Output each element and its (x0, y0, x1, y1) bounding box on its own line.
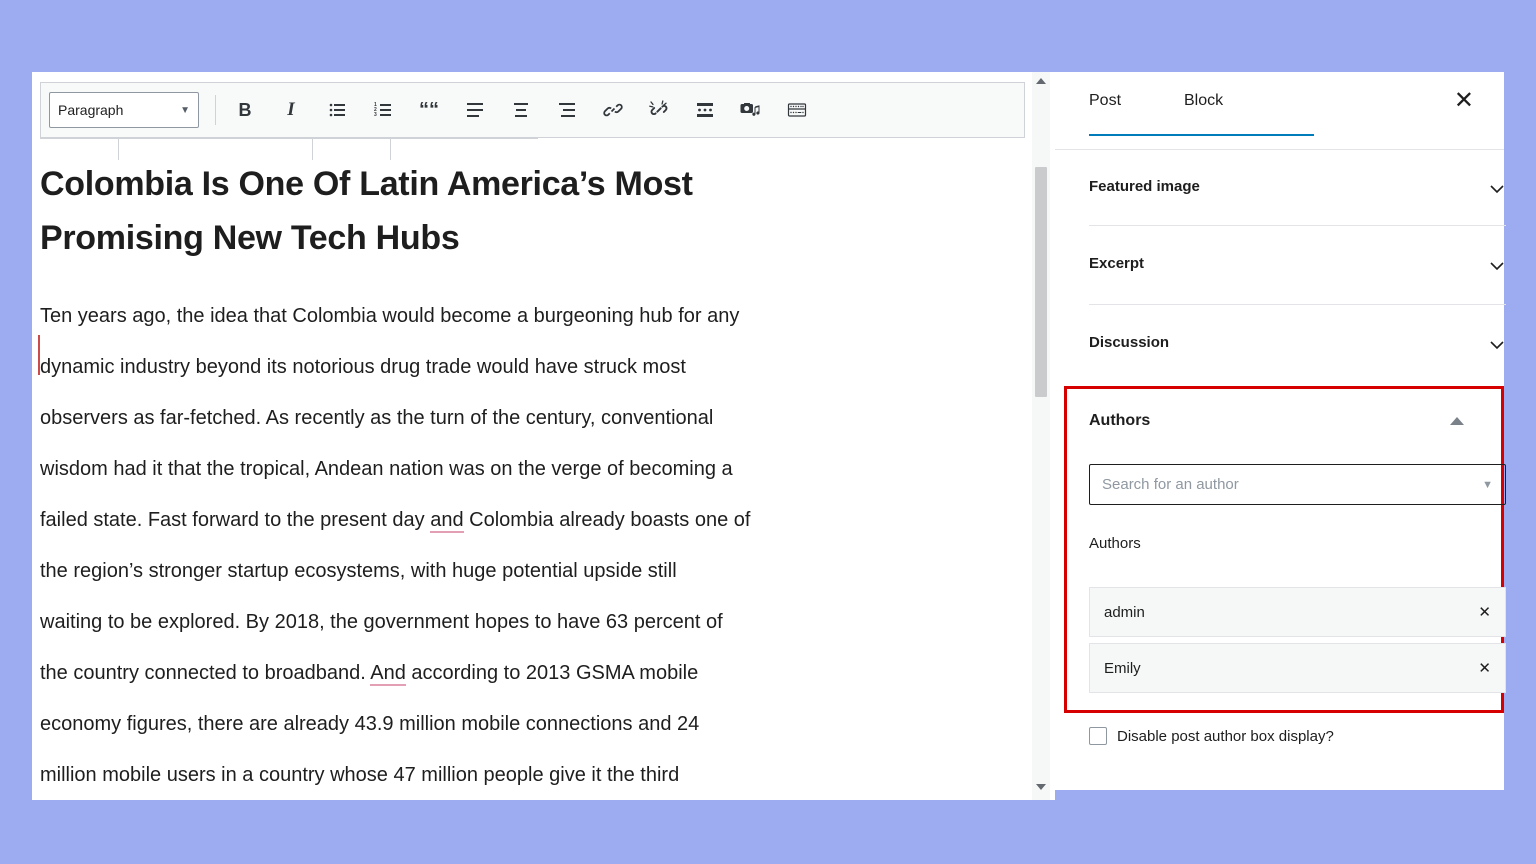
svg-text:3: 3 (374, 112, 377, 118)
